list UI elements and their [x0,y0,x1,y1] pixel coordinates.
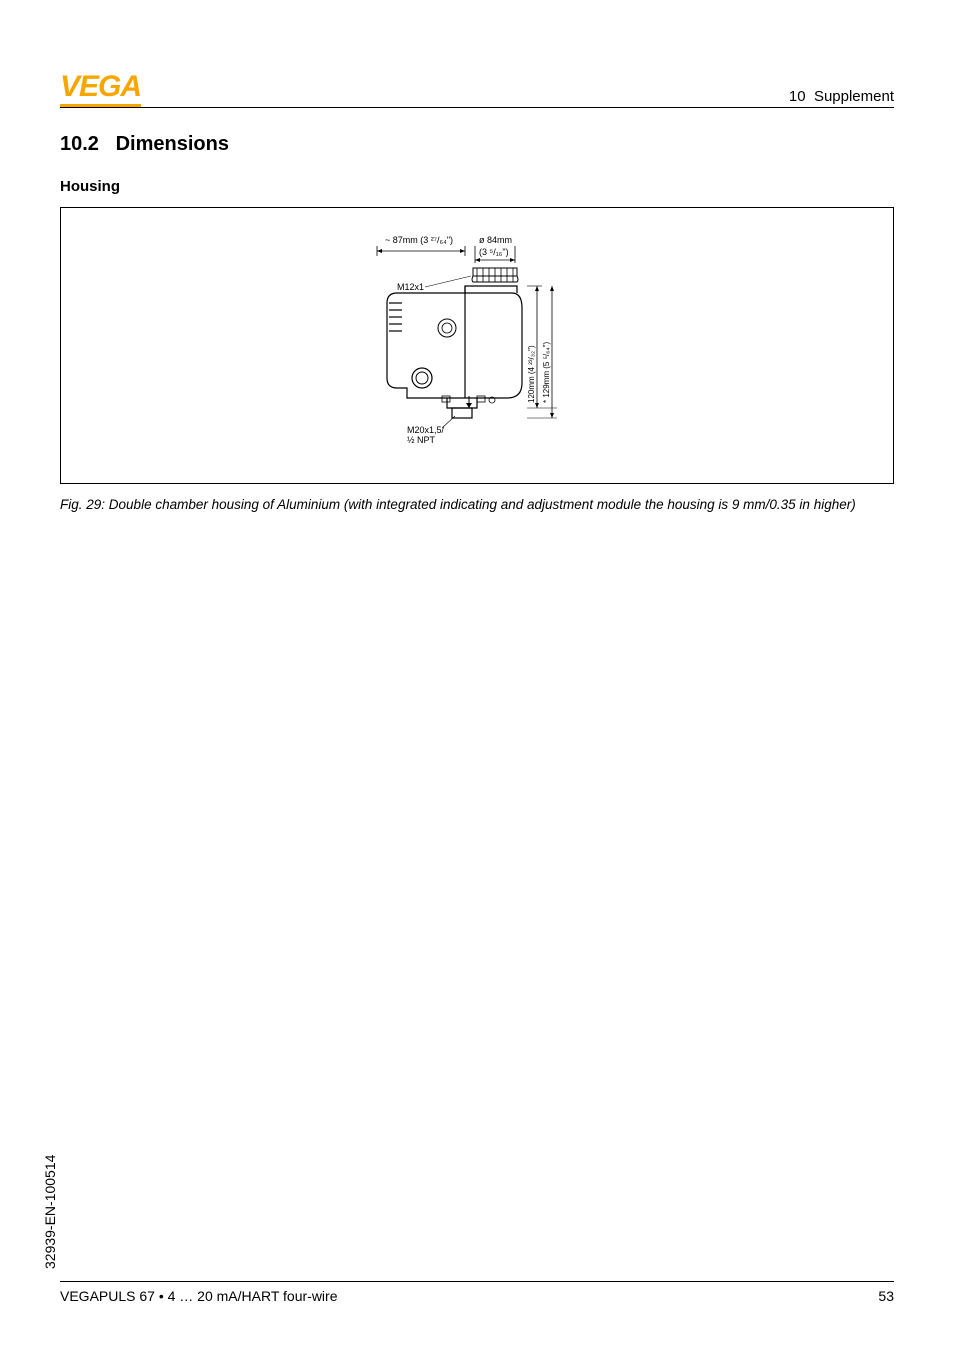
document-id-vertical: 32939-EN-100514 [42,1155,58,1269]
vega-logo: VEGA [60,70,141,107]
top-cap [472,268,518,282]
dim-width: ~ 87mm (3 ²⁷/₆₄") [385,235,453,245]
figure-caption: Fig. 29: Double chamber housing of Alumi… [60,496,894,514]
dim-height1: 120mm (4 ²³/₃₂") [527,345,536,403]
figure-number: Fig. 29: [60,497,105,512]
label-m20-line2: ½ NPT [407,435,436,445]
chapter-number: 10 [789,88,806,105]
subsection-title: Housing [60,178,894,195]
section-name: Dimensions [116,133,229,155]
label-m12: M12x1 [397,282,424,292]
page-footer: VEGAPULS 67 • 4 … 20 mA/HART four-wire 5… [60,1281,894,1304]
label-m20-line1: M20x1,5/ [407,425,445,435]
dim-diameter: ø 84mm [479,235,512,245]
figure-text: Double chamber housing of Aluminium (wit… [109,497,856,512]
footer-page-number: 53 [878,1288,894,1304]
dim-height2: * 129mm (5 ⁵/₆₄") [542,342,551,403]
figure-container: ~ 87mm (3 ²⁷/₆₄") ø 84mm (3 ⁵/₁₆") [60,207,894,484]
section-number: 10.2 [60,133,99,155]
housing-diagram: ~ 87mm (3 ²⁷/₆₄") ø 84mm (3 ⁵/₁₆") [347,228,607,468]
housing-body [387,286,522,418]
header-chapter: 10 Supplement [789,88,894,105]
page-header: VEGA 10 Supplement [60,70,894,108]
section-title: 10.2 Dimensions [60,133,894,156]
footer-product: VEGAPULS 67 • 4 … 20 mA/HART four-wire [60,1288,337,1304]
logo-text: VEGA [60,70,141,104]
dim-diameter-sub: (3 ⁵/₁₆") [479,247,509,257]
chapter-title: Supplement [814,88,894,105]
